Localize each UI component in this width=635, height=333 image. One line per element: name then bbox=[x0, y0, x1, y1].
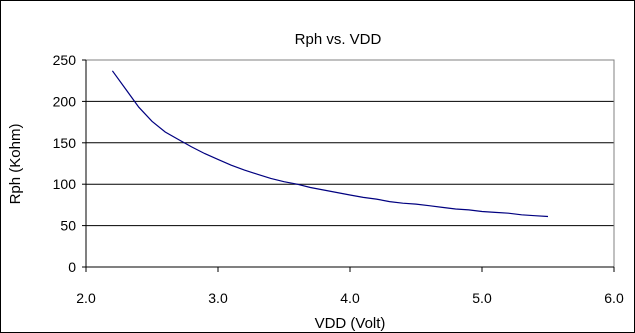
axes bbox=[82, 59, 615, 272]
x-axis-label: VDD (Volt) bbox=[315, 315, 386, 332]
tick-labels: 0 50 100 150 200 250 2.0 3.0 4.0 5.0 6.0 bbox=[53, 52, 624, 306]
y-axis-label: Rph (Kohm) bbox=[7, 124, 24, 205]
x-tick-label: 4.0 bbox=[340, 290, 360, 306]
x-tick-label: 6.0 bbox=[604, 290, 624, 306]
y-tick-label: 250 bbox=[53, 52, 77, 68]
series-line bbox=[111, 70, 549, 218]
y-tick-label: 100 bbox=[53, 176, 77, 192]
gridlines bbox=[86, 59, 614, 227]
chart-title: Rph vs. VDD bbox=[295, 31, 382, 48]
x-tick-label: 3.0 bbox=[208, 290, 228, 306]
plot-area bbox=[85, 59, 615, 268]
y-tick-label: 150 bbox=[53, 135, 77, 151]
x-tick-label: 5.0 bbox=[472, 290, 492, 306]
x-tick-label: 2.0 bbox=[76, 290, 96, 306]
y-tick-label: 0 bbox=[68, 259, 76, 275]
y-tick-label: 200 bbox=[53, 93, 77, 109]
y-tick-label: 50 bbox=[60, 218, 76, 234]
series-layer bbox=[111, 70, 549, 218]
